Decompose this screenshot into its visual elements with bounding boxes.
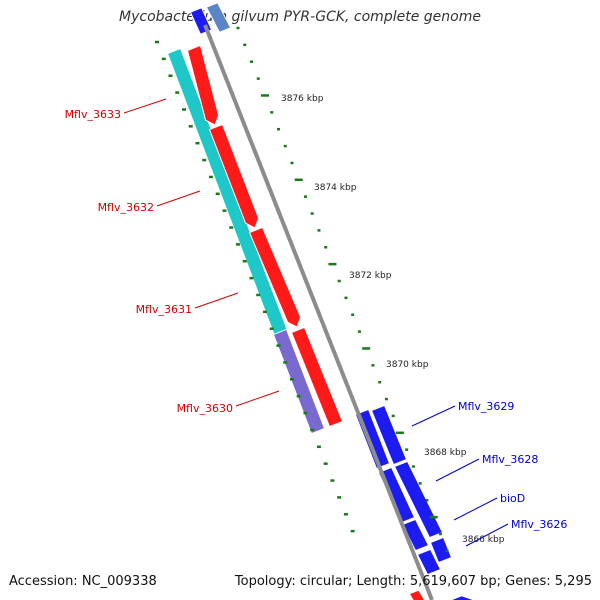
cds-bar-purple	[272, 328, 326, 435]
scale-tick-label: 3866 kbp	[462, 535, 505, 545]
gene-bar-mflv-3626	[401, 518, 430, 552]
gene-leader-line	[411, 405, 456, 427]
topology-stats-text: Topology: circular; Length: 5,619,607 bp…	[234, 574, 592, 589]
gene-bar-small-2	[429, 536, 453, 564]
gene-bar-mflv-3632	[208, 123, 260, 229]
gene-bar-top-2	[205, 2, 232, 33]
gene-label[interactable]: Mflv_3626	[511, 518, 567, 531]
gene-label[interactable]: Mflv_3633	[65, 108, 121, 121]
scale-tick-label: 3870 kbp	[386, 360, 429, 370]
accession-text: Accession: NC_009338	[9, 574, 157, 589]
gene-bar-mflv-3629	[370, 404, 408, 466]
gene-leader-line	[435, 458, 480, 482]
gene-label[interactable]: bioD	[500, 492, 525, 505]
gene-bar-mflv-3630	[290, 326, 344, 428]
gene-bar-mflv-3633	[186, 44, 220, 126]
gene-label[interactable]: Mflv_3632	[98, 201, 154, 214]
gene-label[interactable]: Mflv_3631	[136, 303, 192, 316]
gene-bar-mflv-3628	[393, 460, 444, 539]
gene-bar-small-1	[416, 548, 442, 576]
gene-leader-line	[453, 497, 498, 521]
scale-tick-label: 3874 kbp	[314, 183, 357, 193]
scale-tick-label: 3876 kbp	[281, 94, 324, 104]
gene-label[interactable]: Mflv_3630	[177, 402, 233, 415]
gene-leader-line	[194, 292, 239, 309]
scale-tick-label: 3868 kbp	[424, 448, 467, 458]
gene-leader-line	[465, 523, 509, 547]
gene-label[interactable]: Mflv_3628	[482, 453, 538, 466]
backbone-line	[203, 24, 434, 600]
gene-leader-line	[123, 98, 167, 114]
gene-leader-line	[235, 390, 280, 407]
scale-tick-label: 3872 kbp	[349, 271, 392, 281]
gene-bar-bottom	[449, 595, 476, 600]
gene-leader-line	[156, 190, 201, 207]
gene-label[interactable]: Mflv_3629	[458, 400, 514, 413]
gene-bar-mflv-3631	[248, 226, 302, 328]
gene-bar-bottom-red	[408, 589, 426, 600]
